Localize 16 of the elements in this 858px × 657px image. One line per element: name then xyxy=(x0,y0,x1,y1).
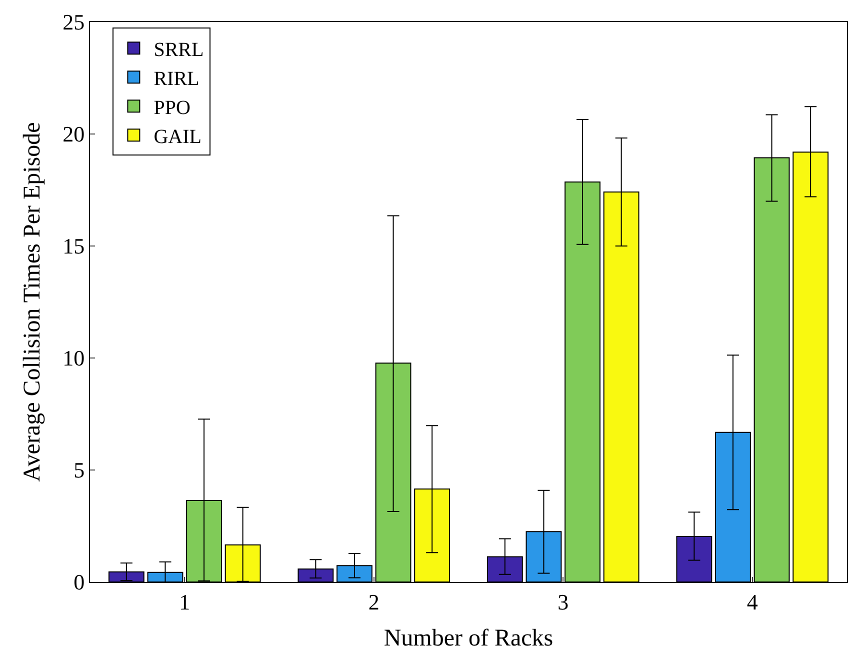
y-tick-label: 20 xyxy=(62,122,85,147)
y-tick-label: 10 xyxy=(62,346,85,371)
legend-label: RIRL xyxy=(154,68,200,90)
y-tick-label: 5 xyxy=(74,458,85,483)
legend-label: SRRL xyxy=(154,38,204,61)
x-tick-label: 4 xyxy=(746,589,758,614)
legend-label: PPO xyxy=(154,96,190,119)
legend-label: GAIL xyxy=(154,126,202,148)
y-tick-label: 25 xyxy=(62,10,85,35)
y-tick-label: 15 xyxy=(62,234,85,259)
x-tick-label: 1 xyxy=(179,589,190,614)
x-tick-label: 2 xyxy=(368,589,380,614)
x-tick-label: 3 xyxy=(558,589,569,614)
x-axis-title: Number of Racks xyxy=(384,626,554,652)
y-axis-title: Average Collision Times Per Episode xyxy=(20,122,46,482)
y-tick-label: 0 xyxy=(74,570,85,595)
